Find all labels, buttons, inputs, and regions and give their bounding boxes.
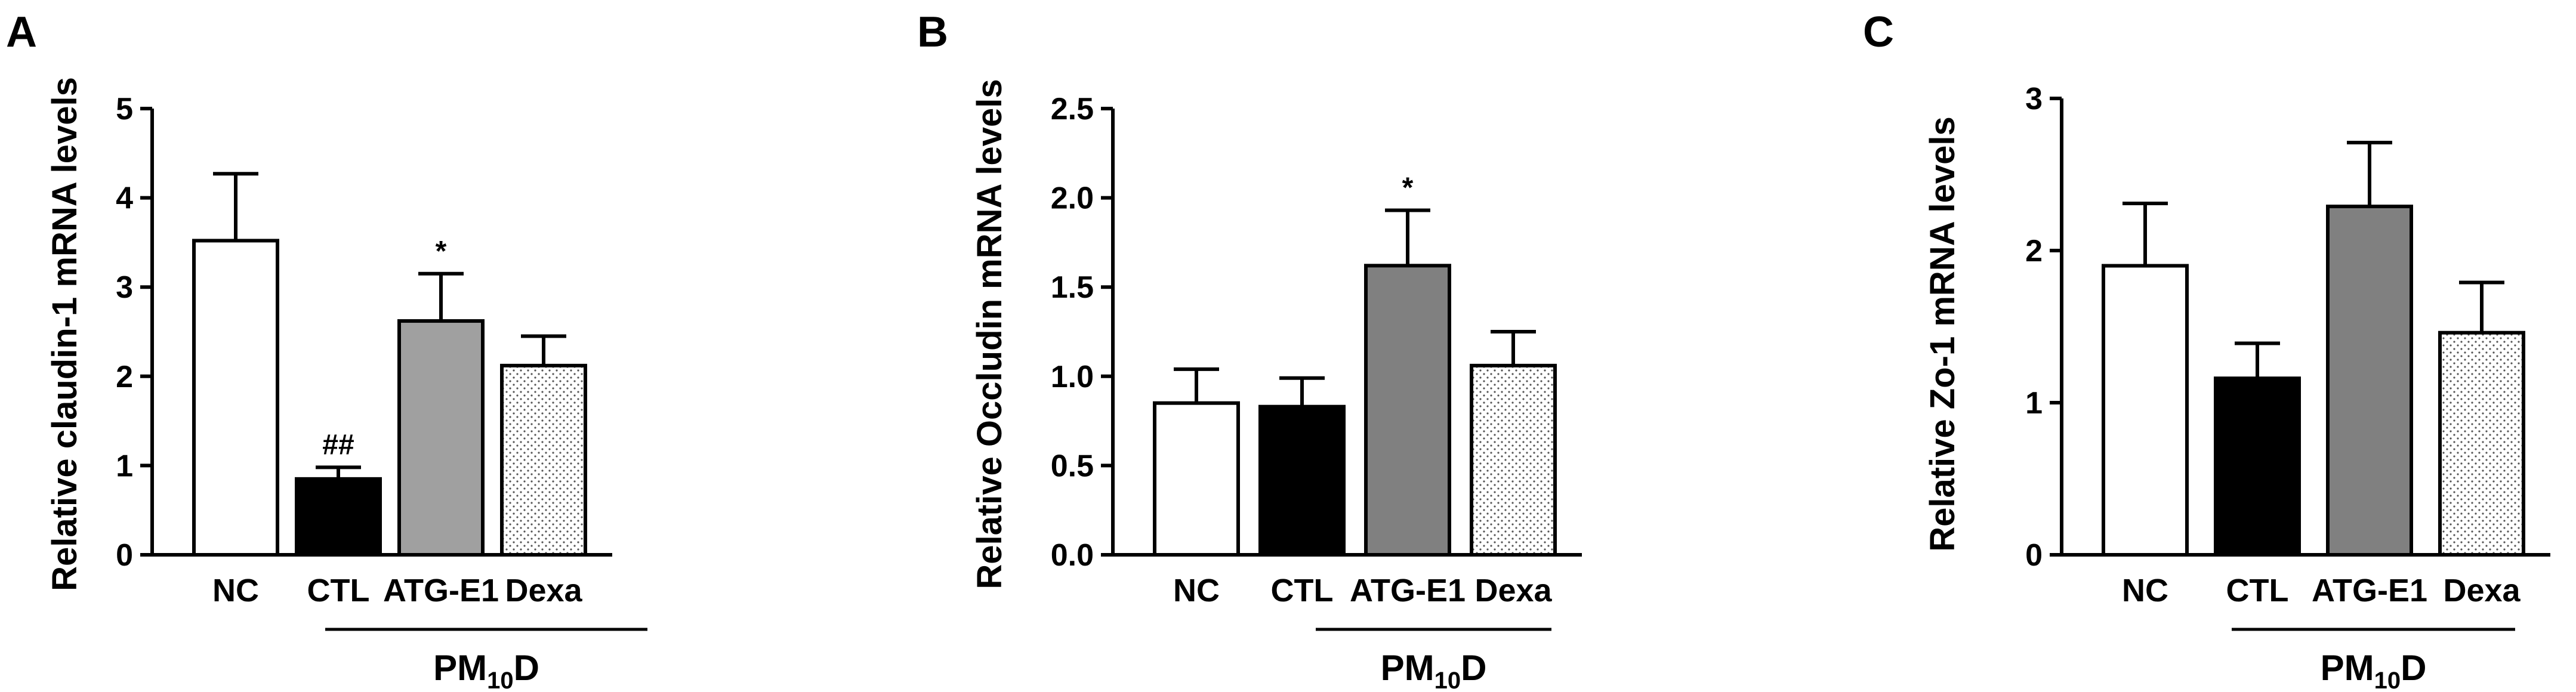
x-tick-label: ATG-E1	[2312, 573, 2427, 608]
group-label: PM10D	[433, 648, 539, 692]
bar-chart-a: 0 1 2 3 4 5 NC CTL ## ATG-E1 * Dexa PM10D	[116, 92, 647, 692]
x-tick-label: ATG-E1	[383, 573, 499, 608]
y-tick-label: 0.5	[1051, 449, 1094, 483]
significance-label: *	[1402, 172, 1414, 204]
significance-label: *	[436, 236, 447, 267]
group-label-tail: D	[2401, 648, 2426, 688]
y-tick-label: 0.0	[1051, 538, 1094, 573]
bar-nc	[1153, 401, 1240, 557]
y-tick-label: 2.5	[1051, 92, 1094, 126]
y-tick-label: 0	[116, 538, 133, 573]
x-tick-label: Dexa	[2443, 573, 2521, 608]
x-tick-label: CTL	[307, 573, 370, 608]
panel-a: A Relative claudin-1 mRNA levels 0 1 2 3 4 5 N…	[6, 8, 647, 692]
y-tick-label: 2	[2025, 234, 2043, 268]
x-tick-label: Dexa	[505, 573, 582, 608]
y-tick-label: 3	[116, 270, 133, 305]
group-label-tail: D	[1461, 648, 1486, 688]
bar-ctl	[1258, 404, 1346, 557]
y-tick-label: 1	[2025, 386, 2043, 421]
group-label-subscript: 10	[2374, 668, 2401, 692]
group-label-subscript: 10	[1434, 668, 1461, 692]
y-tick-label: 1.5	[1051, 270, 1094, 305]
group-label-main: PM	[433, 648, 487, 688]
bar-ctl	[295, 477, 382, 557]
group-label-main: PM	[2321, 648, 2374, 688]
y-tick-label: 0	[2025, 538, 2043, 573]
bar-dexa	[2438, 330, 2525, 557]
panel-letter: C	[1863, 8, 1894, 56]
bar-atg-e1	[1364, 264, 1451, 557]
x-tick-label: CTL	[2226, 573, 2289, 608]
y-axis-title: Relative Occludin mRNA levels	[970, 79, 1009, 589]
y-tick-label: 2.0	[1051, 181, 1094, 216]
x-tick-label: CTL	[1271, 573, 1334, 608]
bar-atg-e1	[2326, 205, 2413, 557]
bar-atg-e1	[397, 319, 485, 557]
x-tick-label: NC	[212, 573, 259, 608]
bar-nc	[2102, 264, 2189, 557]
y-axis-title: Relative claudin-1 mRNA levels	[45, 77, 84, 591]
x-tick-label: NC	[2122, 573, 2168, 608]
bar-dexa	[500, 363, 587, 557]
x-tick-label: ATG-E1	[1350, 573, 1466, 608]
y-tick-label: 4	[116, 181, 133, 216]
group-label-tail: D	[514, 648, 539, 688]
significance-label: ##	[322, 429, 354, 461]
x-tick-label: Dexa	[1474, 573, 1552, 608]
panel-c: C Relative Zo-1 mRNA levels 0 1 2 3 NC CTL ATG…	[1863, 8, 2550, 692]
y-tick-label: 5	[116, 92, 133, 126]
bar-ctl	[2214, 376, 2301, 557]
y-tick-label: 2	[116, 360, 133, 394]
group-label: PM10D	[1381, 648, 1487, 692]
group-label-subscript: 10	[487, 668, 514, 692]
bar-chart-c: 0 1 2 3 NC CTL ATG-E1 Dexa PM10D	[2025, 82, 2550, 692]
panel-letter: B	[917, 8, 948, 56]
y-axis-title: Relative Zo-1 mRNA levels	[1923, 116, 1962, 552]
y-tick-label: 1	[116, 449, 133, 483]
panel-letter: A	[6, 8, 37, 56]
y-tick-label: 3	[2025, 82, 2043, 116]
group-label-main: PM	[1381, 648, 1434, 688]
bar-dexa	[1470, 363, 1557, 557]
group-label: PM10D	[2321, 648, 2427, 692]
panel-b: B Relative Occludin mRNA levels 0.0 0.5 1.…	[917, 8, 1582, 692]
bar-chart-b: 0.0 0.5 1.0 1.5 2.0 2.5 NC CTL ATG-E1 * Dexa PM10D	[1051, 92, 1582, 692]
bar-nc	[192, 239, 279, 557]
y-tick-label: 1.0	[1051, 360, 1094, 394]
x-tick-label: NC	[1173, 573, 1220, 608]
